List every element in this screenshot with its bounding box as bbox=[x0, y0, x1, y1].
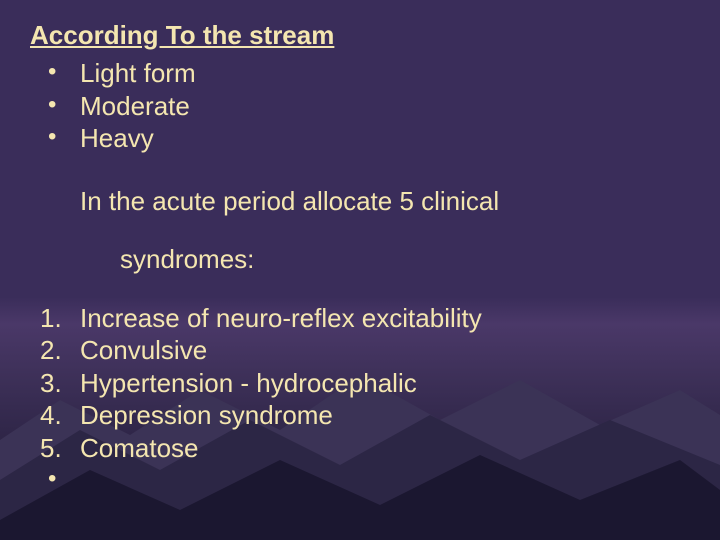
numbered-item: Comatose bbox=[30, 432, 690, 465]
bullet-item: Heavy bbox=[30, 122, 690, 155]
trailing-bullet: • bbox=[30, 464, 690, 494]
slide-content: According To the stream Light form Moder… bbox=[0, 0, 720, 494]
numbered-item: Convulsive bbox=[30, 334, 690, 367]
numbered-item: Hypertension - hydrocephalic bbox=[30, 367, 690, 400]
intro-line-2: syndromes: bbox=[30, 243, 690, 276]
bullet-item: Moderate bbox=[30, 90, 690, 123]
bullet-list: Light form Moderate Heavy bbox=[30, 57, 690, 155]
numbered-item: Increase of neuro-reflex excitability bbox=[30, 302, 690, 335]
numbered-item: Depression syndrome bbox=[30, 399, 690, 432]
heading: According To the stream bbox=[30, 20, 690, 51]
numbered-list: Increase of neuro-reflex excitability Co… bbox=[30, 302, 690, 465]
intro-line-1: In the acute period allocate 5 clinical bbox=[30, 185, 690, 218]
bullet-item: Light form bbox=[30, 57, 690, 90]
